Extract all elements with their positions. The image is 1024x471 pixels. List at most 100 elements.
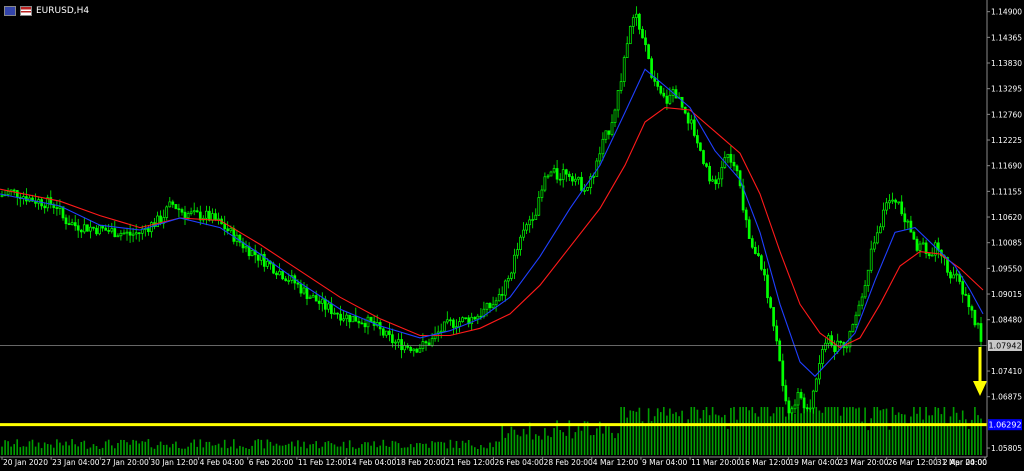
volume-bar bbox=[632, 410, 635, 455]
volume-bar bbox=[379, 445, 381, 455]
volume-bar bbox=[437, 441, 439, 455]
volume-bar bbox=[852, 407, 854, 455]
candle-body bbox=[863, 285, 867, 298]
volume-bar bbox=[19, 447, 22, 455]
volume-bar bbox=[226, 448, 229, 455]
candle-body bbox=[729, 153, 733, 163]
volume-bar bbox=[199, 439, 202, 455]
volume-bar bbox=[364, 442, 366, 455]
volume-bar bbox=[260, 439, 263, 455]
candle-body bbox=[134, 232, 138, 235]
volume-bar bbox=[510, 426, 513, 455]
volume-bar bbox=[916, 413, 918, 455]
volume-bar bbox=[352, 447, 354, 455]
candle-body bbox=[552, 168, 556, 173]
volume-bar bbox=[25, 446, 28, 455]
candle-body bbox=[116, 235, 120, 238]
volume-bar bbox=[760, 407, 763, 455]
volume-bar bbox=[452, 447, 455, 455]
candle-body bbox=[278, 270, 281, 276]
candle-body bbox=[165, 206, 169, 218]
candle-body bbox=[461, 317, 464, 322]
candle-body bbox=[287, 280, 291, 282]
candle-body bbox=[61, 206, 65, 219]
price-tick-label: 1.07410 bbox=[991, 367, 1022, 376]
candle-body bbox=[342, 318, 345, 321]
candle-body bbox=[918, 243, 922, 251]
candle-body bbox=[882, 209, 885, 228]
volume-bar bbox=[553, 428, 555, 455]
volume-bar bbox=[309, 444, 311, 455]
volume-bar bbox=[934, 407, 937, 455]
volume-bar bbox=[165, 444, 168, 455]
volume-bar bbox=[132, 439, 134, 455]
volume-histogram bbox=[1, 407, 982, 455]
volume-bar bbox=[117, 443, 119, 455]
candle-body bbox=[464, 317, 467, 320]
candle-body bbox=[125, 231, 129, 234]
volume-bar bbox=[187, 446, 189, 455]
volume-bar bbox=[660, 412, 662, 455]
volume-bar bbox=[184, 448, 186, 455]
candle-body bbox=[976, 323, 980, 326]
candle-body bbox=[821, 349, 824, 364]
candle-body bbox=[647, 44, 650, 60]
volume-bar bbox=[211, 445, 214, 455]
moving-average-slow-line bbox=[0, 107, 984, 349]
volume-bar bbox=[800, 413, 802, 455]
volume-bar bbox=[913, 407, 915, 455]
candle-body bbox=[168, 201, 172, 208]
candle-body bbox=[424, 341, 428, 344]
volume-bar bbox=[449, 439, 452, 455]
candle-body bbox=[400, 339, 403, 351]
volume-bar bbox=[425, 443, 427, 455]
arrow-head bbox=[973, 381, 987, 396]
volume-bar bbox=[757, 416, 760, 455]
volume-bar bbox=[931, 415, 933, 455]
time-tick-label: 20 Jan 2020 bbox=[3, 458, 48, 467]
volume-bar bbox=[196, 446, 198, 455]
candles bbox=[0, 6, 983, 421]
volume-bar bbox=[123, 440, 125, 455]
candle-body bbox=[750, 238, 754, 248]
volume-bar bbox=[599, 421, 601, 455]
volume-bar bbox=[306, 448, 308, 455]
candle-body bbox=[497, 294, 501, 302]
candle-body bbox=[174, 204, 178, 210]
volume-bar bbox=[836, 407, 839, 455]
volume-bar bbox=[303, 441, 305, 455]
volume-bar bbox=[879, 410, 882, 455]
volume-bar bbox=[367, 442, 369, 455]
candle-body bbox=[811, 390, 815, 409]
volume-bar bbox=[495, 441, 497, 455]
candle-body bbox=[692, 119, 696, 136]
candle-body bbox=[766, 274, 769, 299]
volume-bar bbox=[952, 407, 955, 455]
candle-body bbox=[445, 319, 449, 323]
volume-bar bbox=[272, 445, 275, 455]
candle-body bbox=[683, 106, 687, 114]
candle-body bbox=[549, 171, 553, 177]
candle-body bbox=[223, 223, 227, 230]
volume-bar bbox=[724, 414, 726, 455]
candle-body bbox=[973, 309, 977, 326]
candle-body bbox=[912, 231, 916, 240]
volume-bar bbox=[409, 444, 412, 455]
candle-body bbox=[631, 17, 635, 27]
volume-bar bbox=[388, 446, 391, 455]
volume-bar bbox=[772, 413, 775, 455]
candle-body bbox=[110, 228, 114, 232]
candle-body bbox=[775, 325, 779, 342]
candle-body bbox=[702, 150, 705, 164]
candle-body bbox=[796, 392, 800, 406]
volume-bar bbox=[596, 428, 598, 455]
candle-body bbox=[879, 226, 882, 234]
candle-body bbox=[857, 304, 861, 316]
time-tick-label: 14 Feb 04:00 bbox=[347, 458, 396, 467]
candle-body bbox=[952, 274, 955, 279]
volume-bar bbox=[955, 412, 958, 455]
candle-body bbox=[67, 223, 71, 226]
candle-body bbox=[86, 224, 89, 232]
